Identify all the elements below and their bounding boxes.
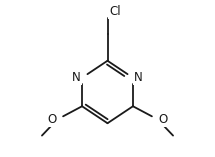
Text: Cl: Cl: [109, 5, 121, 18]
Text: O: O: [158, 113, 168, 126]
Text: N: N: [72, 71, 81, 84]
Text: O: O: [47, 113, 57, 126]
Text: N: N: [134, 71, 143, 84]
